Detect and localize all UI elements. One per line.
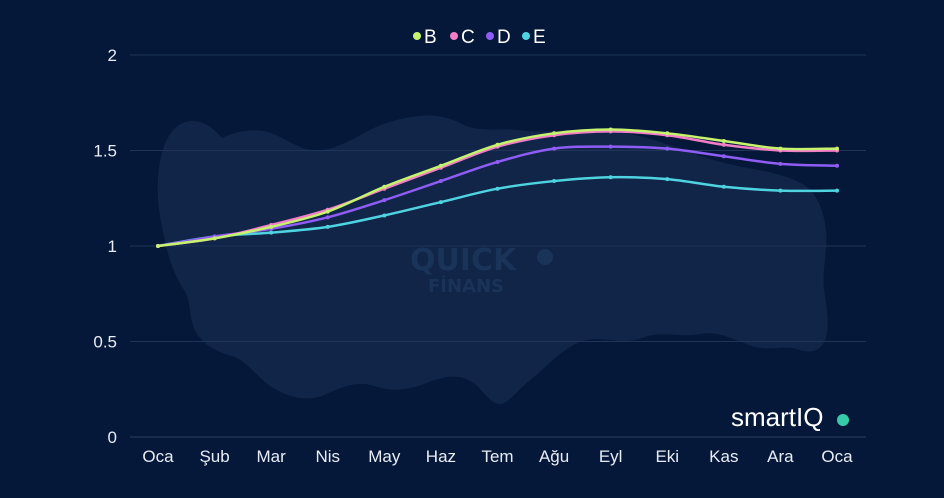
legend-item-c[interactable]: C — [450, 27, 475, 48]
data-point-e — [778, 188, 783, 193]
y-tick-label: 1.5 — [93, 142, 117, 161]
data-point-e — [269, 230, 274, 235]
x-tick-label: Oca — [142, 447, 174, 466]
data-point-d — [438, 179, 443, 184]
chart-legend[interactable]: B C D E — [413, 27, 546, 48]
x-tick-label: Tem — [481, 447, 513, 466]
y-tick-label: 1 — [108, 237, 117, 256]
data-point-d — [552, 146, 557, 151]
data-point-e — [835, 188, 839, 193]
logo-accent-icon — [837, 414, 849, 426]
data-point-b — [721, 138, 726, 143]
legend-marker-icon — [486, 32, 494, 40]
data-point-e — [438, 200, 443, 205]
data-point-b — [835, 146, 839, 151]
data-point-d — [608, 144, 613, 149]
data-point-b — [269, 224, 274, 229]
legend-label: E — [533, 27, 546, 48]
smartiq-logo: smartIQ — [731, 402, 849, 432]
y-axis-labels: 0 0.5 1 1.5 2 — [93, 46, 117, 447]
data-point-c — [721, 142, 726, 147]
data-point-d — [382, 198, 387, 203]
legend-marker-icon — [522, 32, 530, 40]
y-tick-label: 0 — [108, 428, 117, 447]
data-point-e — [382, 213, 387, 218]
x-tick-label: Kas — [709, 447, 738, 466]
data-point-e — [325, 224, 330, 229]
x-tick-label: Mar — [257, 447, 287, 466]
x-tick-label: Nis — [315, 447, 340, 466]
data-point-d — [778, 161, 783, 166]
data-point-b — [438, 163, 443, 168]
watermark-line2: FİNANS — [428, 275, 504, 297]
legend-label: B — [424, 27, 437, 48]
legend-marker-icon — [413, 32, 421, 40]
data-point-e — [608, 175, 613, 180]
logo-text: smartIQ — [731, 402, 823, 432]
data-point-d — [495, 159, 500, 164]
data-point-b — [325, 209, 330, 214]
turkey-map-silhouette — [157, 115, 828, 405]
data-point-b — [382, 184, 387, 189]
data-point-b — [665, 131, 670, 136]
data-point-e — [552, 179, 557, 184]
series-lines — [156, 127, 839, 248]
y-tick-label: 0.5 — [93, 333, 117, 352]
x-tick-label: May — [368, 447, 401, 466]
data-point-b — [212, 236, 217, 241]
data-point-b — [495, 142, 500, 147]
legend-label: C — [461, 27, 475, 48]
watermark-line1: QUICK — [410, 243, 518, 278]
legend-item-e[interactable]: E — [522, 27, 546, 48]
legend-item-b[interactable]: B — [413, 27, 437, 48]
x-tick-label: Haz — [426, 447, 456, 466]
x-tick-label: Ağu — [539, 447, 569, 466]
data-point-b — [608, 127, 613, 132]
x-tick-label: Eki — [655, 447, 679, 466]
legend-label: D — [497, 27, 511, 48]
data-point-d — [721, 154, 726, 159]
watermark-arrow-icon — [537, 249, 553, 265]
data-point-e — [721, 184, 726, 189]
data-point-e — [665, 177, 670, 182]
data-point-e — [495, 186, 500, 191]
legend-item-d[interactable]: D — [486, 27, 511, 48]
legend-marker-icon — [450, 32, 458, 40]
data-point-b — [778, 146, 783, 151]
data-point-b — [552, 131, 557, 136]
data-point-d — [835, 163, 839, 168]
x-tick-label: Ara — [767, 447, 794, 466]
chart-gridlines — [130, 54, 866, 438]
data-point-b — [156, 244, 160, 248]
quick-finans-watermark: QUICK FİNANS — [410, 243, 553, 297]
x-axis-labels: Oca Şub Mar Nis May Haz Tem Ağu Eyl Eki Kas Ara Oca — [142, 447, 853, 466]
x-tick-label: Şub — [199, 447, 229, 466]
data-point-d — [325, 215, 330, 220]
data-point-d — [665, 146, 670, 151]
y-tick-label: 2 — [108, 46, 117, 65]
x-tick-label: Oca — [821, 447, 853, 466]
x-tick-label: Eyl — [599, 447, 623, 466]
